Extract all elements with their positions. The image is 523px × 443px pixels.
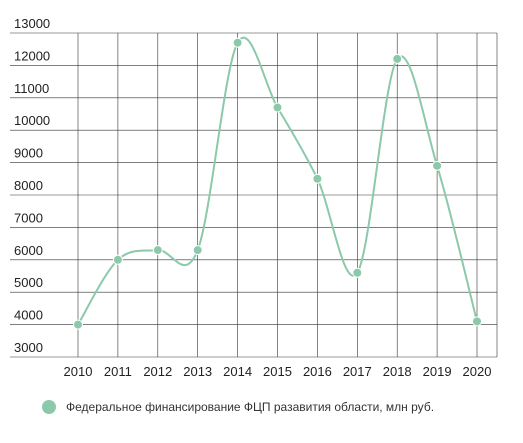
legend: Федеральное финансирование ФЦП разавития… <box>42 400 434 414</box>
y-tick-label: 6000 <box>14 243 43 258</box>
x-tick-label: 2019 <box>423 364 452 379</box>
x-tick-label: 2014 <box>223 364 252 379</box>
x-tick-label: 2011 <box>104 364 132 379</box>
y-axis: 3000 4000 5000 6000 7000 8000 9000 10000 11000 12… <box>14 16 50 355</box>
x-tick-label: 2020 <box>463 364 492 379</box>
y-tick-label: 11000 <box>14 81 49 96</box>
data-point-2010 <box>73 319 83 330</box>
x-tick-label: 2015 <box>263 364 292 379</box>
legend-label: Федеральное финансирование ФЦП разавития… <box>66 400 435 414</box>
y-tick-label: 13000 <box>14 16 50 31</box>
y-tick-label: 10000 <box>14 113 50 128</box>
data-point-2017 <box>352 267 363 278</box>
data-point-2020 <box>472 316 482 327</box>
x-tick-label: 2013 <box>183 364 212 379</box>
x-tick-label: 2018 <box>383 364 412 379</box>
data-point-2012 <box>152 245 163 256</box>
y-tick-label: 3000 <box>14 340 43 355</box>
y-tick-label: 8000 <box>14 178 43 193</box>
data-point-2015 <box>272 102 283 113</box>
x-tick-label: 2012 <box>143 364 172 379</box>
y-tick-label: 7000 <box>14 210 43 225</box>
legend-swatch <box>42 400 56 414</box>
x-axis: 2010 2011 2012 2013 2014 2015 2016 2017 2018 2019… <box>64 364 492 379</box>
series-points <box>73 37 482 330</box>
y-tick-label: 12000 <box>14 48 50 63</box>
data-point-2011 <box>112 254 123 265</box>
data-point-2018 <box>392 53 403 64</box>
y-tick-label: 4000 <box>14 308 43 323</box>
data-point-2013 <box>192 245 203 256</box>
x-tick-label: 2016 <box>303 364 332 379</box>
chart-grid <box>10 32 498 358</box>
y-tick-label: 5000 <box>14 275 43 290</box>
y-tick-label: 9000 <box>14 146 43 161</box>
data-point-2019 <box>432 160 443 171</box>
data-point-2016 <box>312 173 323 184</box>
x-tick-label: 2017 <box>343 364 372 379</box>
data-point-2014 <box>232 37 243 48</box>
x-tick-label: 2010 <box>64 364 93 379</box>
